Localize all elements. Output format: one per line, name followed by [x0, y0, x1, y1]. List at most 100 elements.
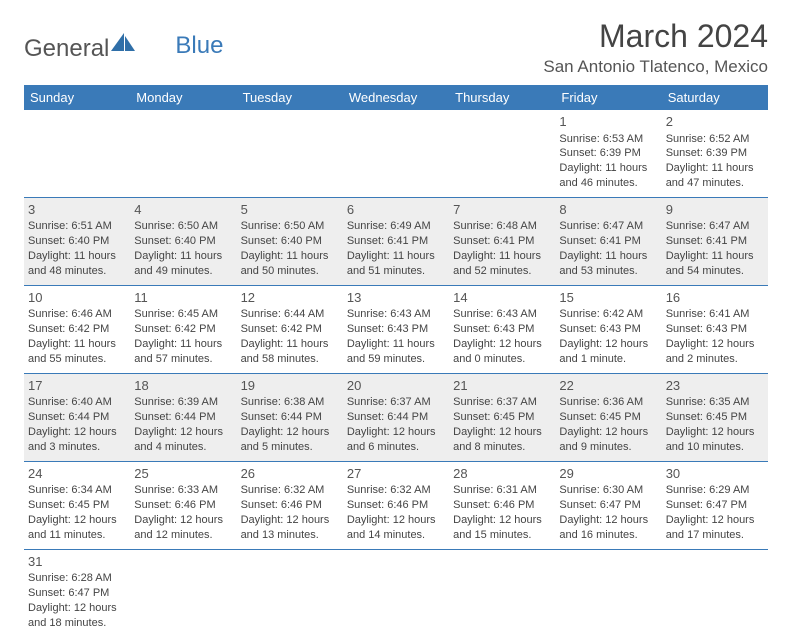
daylight-text: and 18 minutes.: [28, 616, 126, 631]
day-number: 30: [666, 465, 764, 483]
sunrise-text: Sunrise: 6:50 AM: [241, 219, 339, 234]
daylight-text: Daylight: 12 hours: [666, 337, 764, 352]
sunrise-text: Sunrise: 6:32 AM: [347, 483, 445, 498]
daylight-text: Daylight: 12 hours: [559, 513, 657, 528]
day-header: Saturday: [662, 85, 768, 110]
sunset-text: Sunset: 6:45 PM: [28, 498, 126, 513]
day-cell: 5Sunrise: 6:50 AMSunset: 6:40 PMDaylight…: [237, 197, 343, 285]
day-cell: 15Sunrise: 6:42 AMSunset: 6:43 PMDayligh…: [555, 285, 661, 373]
daylight-text: Daylight: 12 hours: [453, 337, 551, 352]
daylight-text: and 8 minutes.: [453, 440, 551, 455]
day-cell: 4Sunrise: 6:50 AMSunset: 6:40 PMDaylight…: [130, 197, 236, 285]
sunrise-text: Sunrise: 6:30 AM: [559, 483, 657, 498]
day-cell: 25Sunrise: 6:33 AMSunset: 6:46 PMDayligh…: [130, 461, 236, 549]
day-cell: [343, 549, 449, 636]
daylight-text: Daylight: 11 hours: [28, 249, 126, 264]
day-number: 11: [134, 289, 232, 307]
calendar-body: 1Sunrise: 6:53 AMSunset: 6:39 PMDaylight…: [24, 110, 768, 637]
daylight-text: Daylight: 12 hours: [666, 513, 764, 528]
sunrise-text: Sunrise: 6:40 AM: [28, 395, 126, 410]
daylight-text: Daylight: 12 hours: [28, 513, 126, 528]
daylight-text: Daylight: 12 hours: [241, 513, 339, 528]
daylight-text: and 10 minutes.: [666, 440, 764, 455]
calendar-table: Sunday Monday Tuesday Wednesday Thursday…: [24, 85, 768, 637]
day-header: Sunday: [24, 85, 130, 110]
daylight-text: and 6 minutes.: [347, 440, 445, 455]
sunset-text: Sunset: 6:42 PM: [134, 322, 232, 337]
day-cell: [555, 549, 661, 636]
day-cell: 8Sunrise: 6:47 AMSunset: 6:41 PMDaylight…: [555, 197, 661, 285]
sunset-text: Sunset: 6:47 PM: [666, 498, 764, 513]
day-number: 12: [241, 289, 339, 307]
logo: General Blue: [24, 32, 223, 66]
sunset-text: Sunset: 6:46 PM: [241, 498, 339, 513]
daylight-text: Daylight: 11 hours: [453, 249, 551, 264]
day-cell: [449, 549, 555, 636]
sunrise-text: Sunrise: 6:50 AM: [134, 219, 232, 234]
logo-text-2: Blue: [175, 32, 223, 60]
day-number: 26: [241, 465, 339, 483]
sunset-text: Sunset: 6:43 PM: [347, 322, 445, 337]
day-cell: 28Sunrise: 6:31 AMSunset: 6:46 PMDayligh…: [449, 461, 555, 549]
day-cell: 7Sunrise: 6:48 AMSunset: 6:41 PMDaylight…: [449, 197, 555, 285]
daylight-text: and 4 minutes.: [134, 440, 232, 455]
day-cell: 17Sunrise: 6:40 AMSunset: 6:44 PMDayligh…: [24, 373, 130, 461]
day-cell: 16Sunrise: 6:41 AMSunset: 6:43 PMDayligh…: [662, 285, 768, 373]
day-cell: 13Sunrise: 6:43 AMSunset: 6:43 PMDayligh…: [343, 285, 449, 373]
sunrise-text: Sunrise: 6:29 AM: [666, 483, 764, 498]
daylight-text: and 46 minutes.: [559, 176, 657, 191]
day-cell: [24, 110, 130, 197]
daylight-text: and 53 minutes.: [559, 264, 657, 279]
sunrise-text: Sunrise: 6:42 AM: [559, 307, 657, 322]
daylight-text: and 48 minutes.: [28, 264, 126, 279]
day-cell: 27Sunrise: 6:32 AMSunset: 6:46 PMDayligh…: [343, 461, 449, 549]
sunset-text: Sunset: 6:41 PM: [559, 234, 657, 249]
daylight-text: and 54 minutes.: [666, 264, 764, 279]
sunset-text: Sunset: 6:42 PM: [241, 322, 339, 337]
sunrise-text: Sunrise: 6:51 AM: [28, 219, 126, 234]
location: San Antonio Tlatenco, Mexico: [543, 57, 768, 77]
day-cell: 6Sunrise: 6:49 AMSunset: 6:41 PMDaylight…: [343, 197, 449, 285]
daylight-text: and 9 minutes.: [559, 440, 657, 455]
day-header: Wednesday: [343, 85, 449, 110]
sunset-text: Sunset: 6:41 PM: [453, 234, 551, 249]
month-title: March 2024: [543, 18, 768, 55]
daylight-text: and 15 minutes.: [453, 528, 551, 543]
daylight-text: Daylight: 11 hours: [134, 337, 232, 352]
sunrise-text: Sunrise: 6:36 AM: [559, 395, 657, 410]
day-number: 20: [347, 377, 445, 395]
daylight-text: and 59 minutes.: [347, 352, 445, 367]
day-cell: [343, 110, 449, 197]
day-header-row: Sunday Monday Tuesday Wednesday Thursday…: [24, 85, 768, 110]
daylight-text: and 11 minutes.: [28, 528, 126, 543]
sunset-text: Sunset: 6:41 PM: [347, 234, 445, 249]
week-row: 17Sunrise: 6:40 AM Sunset: 6:44 PM Dayligh…: [24, 373, 768, 461]
daylight-text: and 57 minutes.: [134, 352, 232, 367]
day-number: 25: [134, 465, 232, 483]
sunrise-text: Sunrise: 6:34 AM: [28, 483, 126, 498]
day-number: 27: [347, 465, 445, 483]
sunset-text: Sunset: 6:46 PM: [347, 498, 445, 513]
week-row: 3Sunrise: 6:51 AMSunset: 6:40 PMDaylight…: [24, 197, 768, 285]
sunrise-text: Sunrise: 6:53 AM: [559, 132, 657, 147]
sunrise-text: Sunrise: 6:49 AM: [347, 219, 445, 234]
day-cell: 23Sunrise: 6:35 AMSunset: 6:45 PMDayligh…: [662, 373, 768, 461]
sunset-text: Sunset: 6:45 PM: [453, 410, 551, 425]
day-number: 4: [134, 201, 232, 219]
day-cell: 18Sunrise: 6:39 AMSunset: 6:44 PMDayligh…: [130, 373, 236, 461]
day-cell: [237, 110, 343, 197]
sunset-text: Sunset: 6:41 PM: [666, 234, 764, 249]
day-cell: 3Sunrise: 6:51 AMSunset: 6:40 PMDaylight…: [24, 197, 130, 285]
day-cell: 12Sunrise: 6:44 AMSunset: 6:42 PMDayligh…: [237, 285, 343, 373]
day-number: 2: [666, 113, 764, 131]
week-row: 10Sunrise: 6:46 AMSunset: 6:42 PMDayligh…: [24, 285, 768, 373]
sunrise-text: Sunrise: 6:32 AM: [241, 483, 339, 498]
day-number: 17: [28, 377, 126, 395]
day-number: 5: [241, 201, 339, 219]
daylight-text: Daylight: 11 hours: [28, 337, 126, 352]
sunset-text: Sunset: 6:44 PM: [134, 410, 232, 425]
daylight-text: Daylight: 12 hours: [666, 425, 764, 440]
daylight-text: and 12 minutes.: [134, 528, 232, 543]
sunrise-text: Sunrise: 6:45 AM: [134, 307, 232, 322]
day-number: 18: [134, 377, 232, 395]
